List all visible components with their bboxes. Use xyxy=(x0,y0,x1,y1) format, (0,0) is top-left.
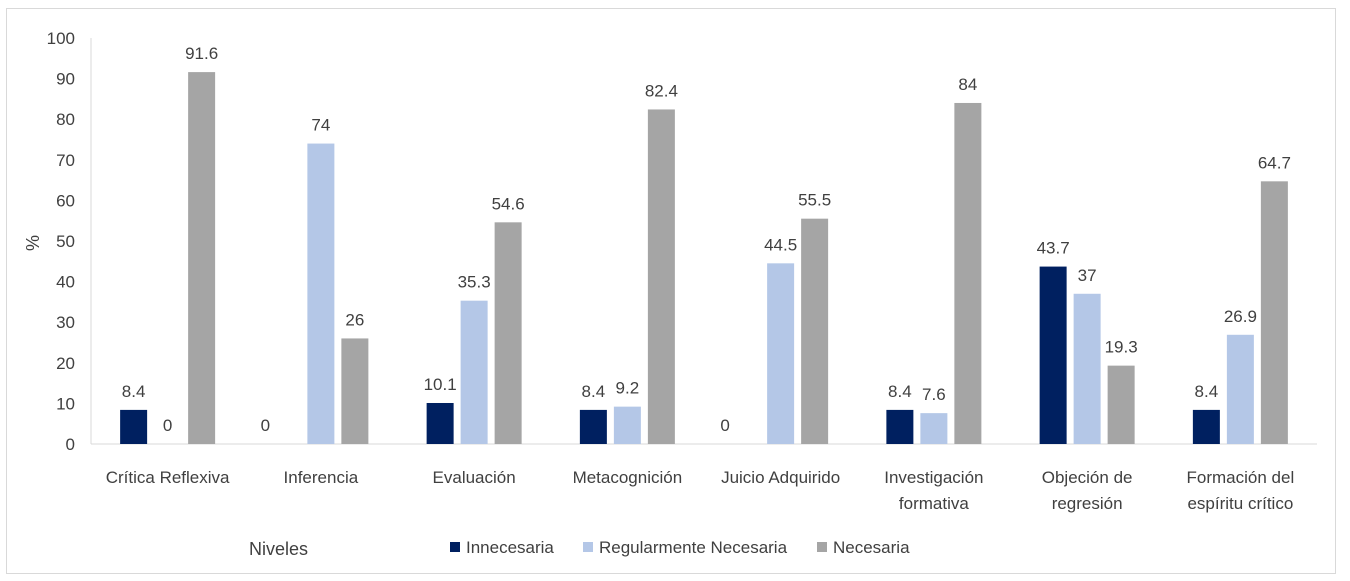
data-label: 37 xyxy=(1078,266,1097,285)
data-label: 0 xyxy=(163,416,172,435)
y-tick-label: 20 xyxy=(56,354,75,373)
x-category-label: regresión xyxy=(1052,494,1123,513)
data-label: 43.7 xyxy=(1037,239,1070,258)
data-label: 26 xyxy=(345,310,364,329)
data-label: 82.4 xyxy=(645,81,678,100)
data-label: 35.3 xyxy=(458,273,491,292)
y-tick-label: 80 xyxy=(56,110,75,129)
y-tick-label: 30 xyxy=(56,313,75,332)
legend-label: Necesaria xyxy=(833,538,910,557)
data-label: 8.4 xyxy=(1195,382,1219,401)
x-category-label: Juicio Adquirido xyxy=(721,468,840,487)
bar-regularmente-necesaria xyxy=(767,263,795,444)
bar-necesaria xyxy=(1107,365,1135,444)
y-tick-label: 50 xyxy=(56,232,75,251)
data-label-zero: 0 xyxy=(261,416,270,435)
bar-necesaria xyxy=(954,102,982,445)
bar-regularmente-necesaria xyxy=(1226,334,1254,444)
data-label: 84 xyxy=(958,75,977,94)
legend-label: Innecesaria xyxy=(466,538,554,557)
data-label: 26.9 xyxy=(1224,307,1257,326)
x-category-label: espíritu crítico xyxy=(1187,494,1293,513)
x-category-label: Objeción de xyxy=(1042,468,1133,487)
chart-frame: % Niveles 0 10 20 30 40 50 60 70 80 90 100 8.4 0 91.… xyxy=(6,8,1336,574)
bar-innecesaria xyxy=(1039,266,1067,444)
y-tick-label: 70 xyxy=(56,151,75,170)
bar-innecesaria xyxy=(120,409,148,444)
bar-regularmente-necesaria xyxy=(1073,293,1101,444)
data-label: 8.4 xyxy=(582,382,606,401)
bar-regularmente-necesaria xyxy=(307,143,335,444)
bar-regularmente-necesaria xyxy=(613,406,641,444)
data-label: 55.5 xyxy=(798,191,831,210)
y-tick-label: 60 xyxy=(56,191,75,210)
y-tick-label: 0 xyxy=(66,435,75,454)
x-category-label: Crítica Reflexiva xyxy=(106,468,230,487)
bar-necesaria xyxy=(188,72,216,444)
y-tick-label: 100 xyxy=(47,29,75,48)
x-category-label: Metacognición xyxy=(573,468,683,487)
y-tick-label: 10 xyxy=(56,394,75,413)
data-label: 10.1 xyxy=(424,375,457,394)
data-label: 44.5 xyxy=(764,235,797,254)
data-label: 54.6 xyxy=(492,194,525,213)
data-label: 74 xyxy=(311,116,330,135)
data-label: 64.7 xyxy=(1258,153,1291,172)
data-label: 8.4 xyxy=(888,382,912,401)
x-category-label: Formación del xyxy=(1187,468,1295,487)
bar-necesaria xyxy=(647,109,675,445)
data-label: 91.6 xyxy=(185,44,218,63)
bar-necesaria xyxy=(494,222,522,444)
category-labels-group: Crítica Reflexiva Inferencia Evaluación Met… xyxy=(106,468,1294,513)
y-axis-ticks: 0 10 20 30 40 50 60 70 80 90 100 xyxy=(47,29,75,454)
data-label: 7.6 xyxy=(922,385,946,404)
bar-innecesaria xyxy=(426,402,454,444)
y-tick-label: 90 xyxy=(56,70,75,89)
data-label: 9.2 xyxy=(616,379,640,398)
bars-group xyxy=(120,72,1288,445)
legend-swatch-innecesaria xyxy=(450,542,460,552)
data-label-zero: 0 xyxy=(720,416,729,435)
bar-innecesaria xyxy=(579,409,607,444)
x-category-label: Inferencia xyxy=(284,468,359,487)
bar-necesaria xyxy=(801,218,829,444)
bar-regularmente-necesaria xyxy=(460,300,488,444)
y-tick-label: 40 xyxy=(56,273,75,292)
data-label: 19.3 xyxy=(1105,338,1138,357)
bar-innecesaria xyxy=(886,409,914,444)
x-category-label: Investigación xyxy=(884,468,983,487)
y-axis-title: % xyxy=(23,235,43,251)
bar-innecesaria xyxy=(1192,409,1220,444)
data-labels-group: 8.4 0 91.6 74 26 10.1 35.3 54.6 8.4 9.2 82.4 44.5 55… xyxy=(122,44,1291,435)
bar-necesaria xyxy=(341,338,369,444)
legend-swatch-regularmente-necesaria xyxy=(583,542,593,552)
data-label: 8.4 xyxy=(122,382,146,401)
bar-regularmente-necesaria xyxy=(920,413,948,444)
bar-necesaria xyxy=(1260,181,1288,444)
legend-label: Regularmente Necesaria xyxy=(599,538,788,557)
x-category-label: formativa xyxy=(899,494,969,513)
x-axis-title: Niveles xyxy=(249,539,308,559)
bar-chart: % Niveles 0 10 20 30 40 50 60 70 80 90 100 8.4 0 91.… xyxy=(23,29,1317,559)
legend-swatch-necesaria xyxy=(817,542,827,552)
x-category-label: Evaluación xyxy=(433,468,516,487)
legend: Innecesaria Regularmente Necesaria Necesar… xyxy=(450,538,910,557)
